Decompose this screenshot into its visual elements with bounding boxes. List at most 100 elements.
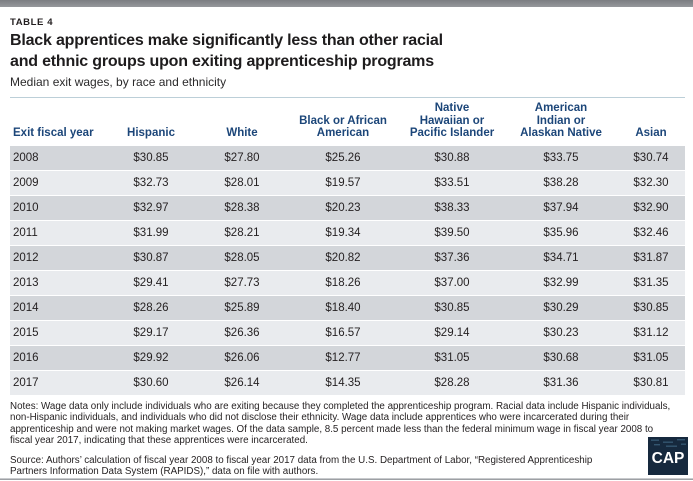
wage-cell: $30.85 xyxy=(617,295,685,320)
wage-cell: $30.88 xyxy=(399,145,505,170)
wage-cell: $31.12 xyxy=(617,320,685,345)
wage-cell: $32.30 xyxy=(617,170,685,195)
column-header-black-or-african-american: Black or African American xyxy=(299,114,387,140)
wage-cell: $33.51 xyxy=(399,170,505,195)
year-cell: 2013 xyxy=(10,270,105,295)
column-header-asian: Asian xyxy=(635,127,667,139)
year-cell: 2012 xyxy=(10,245,105,270)
year-cell: 2011 xyxy=(10,220,105,245)
table-row: 2011 $31.99 $28.21 $19.34 $39.50 $35.96 … xyxy=(10,220,685,245)
wage-cell: $32.46 xyxy=(617,220,685,245)
wage-cell: $31.87 xyxy=(617,245,685,270)
top-divider-bar xyxy=(0,0,693,7)
cap-logo: CAP xyxy=(648,437,688,475)
wage-cell: $25.26 xyxy=(287,145,399,170)
wage-cell: $26.14 xyxy=(197,370,287,395)
wage-cell: $28.05 xyxy=(197,245,287,270)
wage-cell: $33.75 xyxy=(505,145,617,170)
year-cell: 2014 xyxy=(10,295,105,320)
wage-cell: $19.57 xyxy=(287,170,399,195)
year-cell: 2016 xyxy=(10,345,105,370)
table-row: 2015 $29.17 $26.36 $16.57 $29.14 $30.23 … xyxy=(10,320,685,345)
wage-cell: $12.77 xyxy=(287,345,399,370)
wage-cell: $18.40 xyxy=(287,295,399,320)
table-row: 2014 $28.26 $25.89 $18.40 $30.85 $30.29 … xyxy=(10,295,685,320)
wage-cell: $32.73 xyxy=(105,170,197,195)
wage-cell: $30.87 xyxy=(105,245,197,270)
column-header-hispanic: Hispanic xyxy=(127,127,175,139)
wage-cell: $29.14 xyxy=(399,320,505,345)
wage-cell: $31.05 xyxy=(617,345,685,370)
wage-cell: $20.23 xyxy=(287,195,399,220)
column-header-american-indian-alaskan-native: American Indian or Alaskan Native xyxy=(520,102,602,139)
year-cell: 2009 xyxy=(10,170,105,195)
wage-cell: $29.41 xyxy=(105,270,197,295)
figure-content: TABLE 4 Black apprentices make significa… xyxy=(0,17,693,478)
wage-cell: $28.01 xyxy=(197,170,287,195)
wage-cell: $30.85 xyxy=(105,145,197,170)
header-rule xyxy=(10,97,685,98)
wage-cell: $37.94 xyxy=(505,195,617,220)
wage-cell: $14.35 xyxy=(287,370,399,395)
wage-cell: $26.06 xyxy=(197,345,287,370)
wage-cell: $35.96 xyxy=(505,220,617,245)
year-cell: 2015 xyxy=(10,320,105,345)
wage-cell: $37.36 xyxy=(399,245,505,270)
table-row: 2013 $29.41 $27.73 $18.26 $37.00 $32.99 … xyxy=(10,270,685,295)
wage-cell: $38.33 xyxy=(399,195,505,220)
source-text: Source: Authors’ calculation of fiscal y… xyxy=(10,454,593,478)
wage-cell: $31.35 xyxy=(617,270,685,295)
bottom-divider-bar xyxy=(0,478,693,480)
wage-cell: $37.00 xyxy=(399,270,505,295)
table-row: 2012 $30.87 $28.05 $20.82 $37.36 $34.71 … xyxy=(10,245,685,270)
median-exit-wages-table: Exit fiscal year Hispanic White Black or… xyxy=(10,101,685,396)
cap-logo-flag-texture xyxy=(651,439,686,447)
column-header-exit-fiscal-year: Exit fiscal year xyxy=(13,127,94,139)
year-cell: 2008 xyxy=(10,145,105,170)
wage-cell: $30.74 xyxy=(617,145,685,170)
cap-logo-graphic: CAP xyxy=(648,437,688,475)
wage-cell: $32.97 xyxy=(105,195,197,220)
wage-cell: $31.05 xyxy=(399,345,505,370)
cap-logo-text: CAP xyxy=(652,450,685,467)
wage-cell: $28.21 xyxy=(197,220,287,245)
wage-cell: $18.26 xyxy=(287,270,399,295)
table-row: 2017 $30.60 $26.14 $14.35 $28.28 $31.36 … xyxy=(10,370,685,395)
wage-cell: $32.90 xyxy=(617,195,685,220)
wage-cell: $25.89 xyxy=(197,295,287,320)
column-header-white: White xyxy=(226,127,258,139)
wage-cell: $29.17 xyxy=(105,320,197,345)
column-header-native-hawaiian-pacific-islander: Native Hawaiian or Pacific Islander xyxy=(409,102,495,139)
wage-cell: $27.73 xyxy=(197,270,287,295)
table-header-row: Exit fiscal year Hispanic White Black or… xyxy=(10,102,685,145)
wage-cell: $26.36 xyxy=(197,320,287,345)
year-cell: 2017 xyxy=(10,370,105,395)
wage-cell: $38.28 xyxy=(505,170,617,195)
wage-cell: $31.36 xyxy=(505,370,617,395)
table-row: 2008 $30.85 $27.80 $25.26 $30.88 $33.75 … xyxy=(10,145,685,170)
wage-cell: $30.68 xyxy=(505,345,617,370)
wage-cell: $28.28 xyxy=(399,370,505,395)
wage-cell: $29.92 xyxy=(105,345,197,370)
wage-cell: $28.38 xyxy=(197,195,287,220)
wage-cell: $20.82 xyxy=(287,245,399,270)
wage-cell: $30.60 xyxy=(105,370,197,395)
wage-cell: $19.34 xyxy=(287,220,399,245)
notes-text: Notes: Wage data only include individual… xyxy=(10,400,671,447)
table-row: 2009 $32.73 $28.01 $19.57 $33.51 $38.28 … xyxy=(10,170,685,195)
wage-cell: $31.99 xyxy=(105,220,197,245)
table-row: 2016 $29.92 $26.06 $12.77 $31.05 $30.68 … xyxy=(10,345,685,370)
wage-cell: $34.71 xyxy=(505,245,617,270)
wage-cell: $30.29 xyxy=(505,295,617,320)
table-title: Black apprentices make significantly les… xyxy=(10,32,443,70)
wage-cell: $30.23 xyxy=(505,320,617,345)
wage-cell: $28.26 xyxy=(105,295,197,320)
year-cell: 2010 xyxy=(10,195,105,220)
wage-cell: $16.57 xyxy=(287,320,399,345)
wage-cell: $39.50 xyxy=(399,220,505,245)
wage-cell: $27.80 xyxy=(197,145,287,170)
wage-cell: $30.85 xyxy=(399,295,505,320)
table-kicker: TABLE 4 xyxy=(10,17,54,28)
wage-cell: $32.99 xyxy=(505,270,617,295)
table-row: 2010 $32.97 $28.38 $20.23 $38.33 $37.94 … xyxy=(10,195,685,220)
